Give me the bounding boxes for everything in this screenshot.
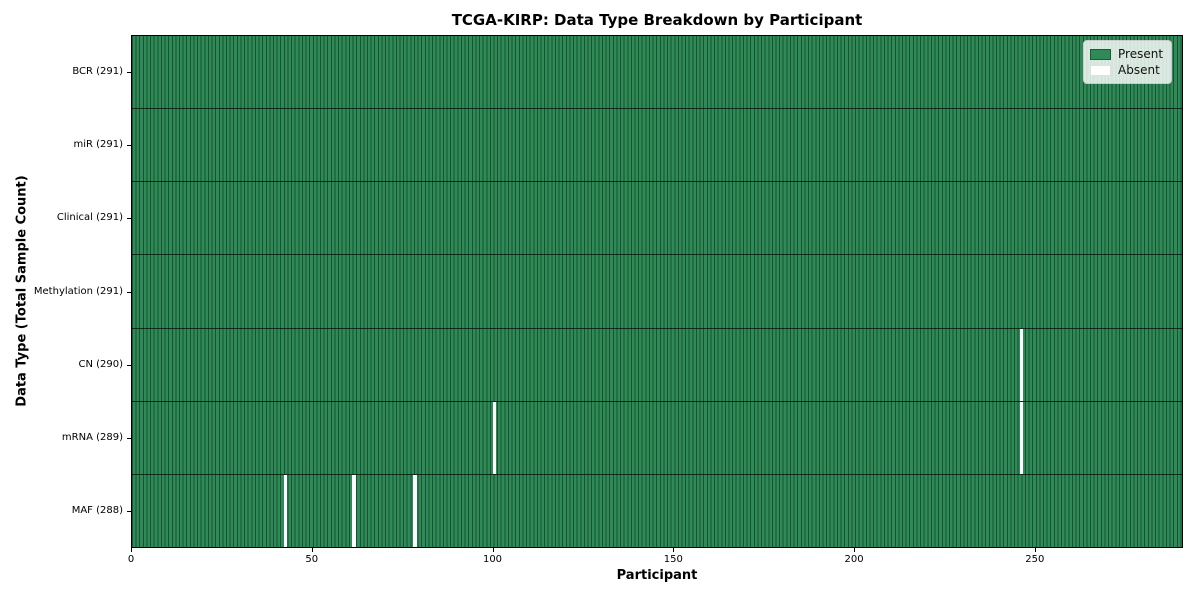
absent-swatch-icon	[1090, 64, 1111, 76]
x-tick-label-100: 100	[482, 554, 503, 565]
legend-label-absent: Absent	[1118, 63, 1160, 77]
x-tick-label-0: 0	[127, 554, 135, 565]
heatmap-row-mRNA	[132, 401, 1182, 475]
heatmap-row-MAF	[132, 474, 1182, 547]
x-tick-mark	[854, 548, 856, 552]
chart-title: TCGA-KIRP: Data Type Breakdown by Partic…	[451, 11, 863, 29]
y-tick-label-Clinical: Clinical (291)	[56, 212, 123, 224]
x-tick-mark	[492, 548, 494, 552]
absent-cell-mRNA-100	[492, 401, 497, 474]
y-tick-label-BCR: BCR (291)	[72, 65, 123, 77]
y-tick-label-mRNA: mRNA (289)	[61, 432, 123, 444]
legend: Present Absent	[1083, 40, 1173, 84]
legend-label-present: Present	[1118, 47, 1164, 61]
y-tick-mark	[127, 291, 131, 293]
x-tick-mark	[1034, 548, 1036, 552]
x-axis-title: Participant	[616, 568, 698, 583]
y-tick-label-CN: CN (290)	[78, 358, 123, 370]
y-tick-mark	[127, 218, 131, 220]
y-tick-mark	[127, 71, 131, 73]
heatmap-row-Methylation	[132, 255, 1182, 329]
absent-cell-mRNA-246	[1019, 401, 1024, 474]
plot-area	[131, 35, 1183, 548]
heatmap-row-CN	[132, 328, 1182, 402]
x-tick-label-50: 50	[305, 554, 319, 565]
x-tick-label-250: 250	[1025, 554, 1045, 565]
legend-item-present: Present	[1090, 46, 1163, 62]
absent-cell-MAF-61	[352, 474, 356, 547]
y-tick-mark	[127, 511, 131, 513]
x-tick-mark	[131, 548, 132, 552]
heatmap-row-Clinical	[132, 182, 1182, 256]
y-tick-mark	[127, 438, 131, 440]
y-tick-label-miR: miR (291)	[73, 138, 123, 150]
heatmap-row-miR	[132, 109, 1182, 183]
y-tick-label-Methylation: Methylation (291)	[33, 285, 123, 297]
y-tick-mark	[127, 144, 131, 146]
y-tick-label-MAF: MAF (288)	[71, 505, 123, 517]
x-tick-mark	[311, 548, 313, 552]
heatmap-row-BCR	[132, 36, 1182, 110]
absent-cell-MAF-42	[283, 474, 288, 547]
x-tick-label-150: 150	[663, 554, 683, 565]
legend-item-absent: Absent	[1090, 62, 1163, 78]
y-tick-mark	[127, 364, 131, 366]
absent-cell-CN-246	[1019, 328, 1024, 401]
absent-cell-MAF-78	[413, 474, 418, 547]
present-swatch-icon	[1090, 48, 1111, 60]
x-tick-mark	[673, 548, 675, 552]
y-axis-title: Data Type (Total Sample Count)	[14, 175, 30, 407]
x-tick-label-200: 200	[844, 554, 864, 565]
